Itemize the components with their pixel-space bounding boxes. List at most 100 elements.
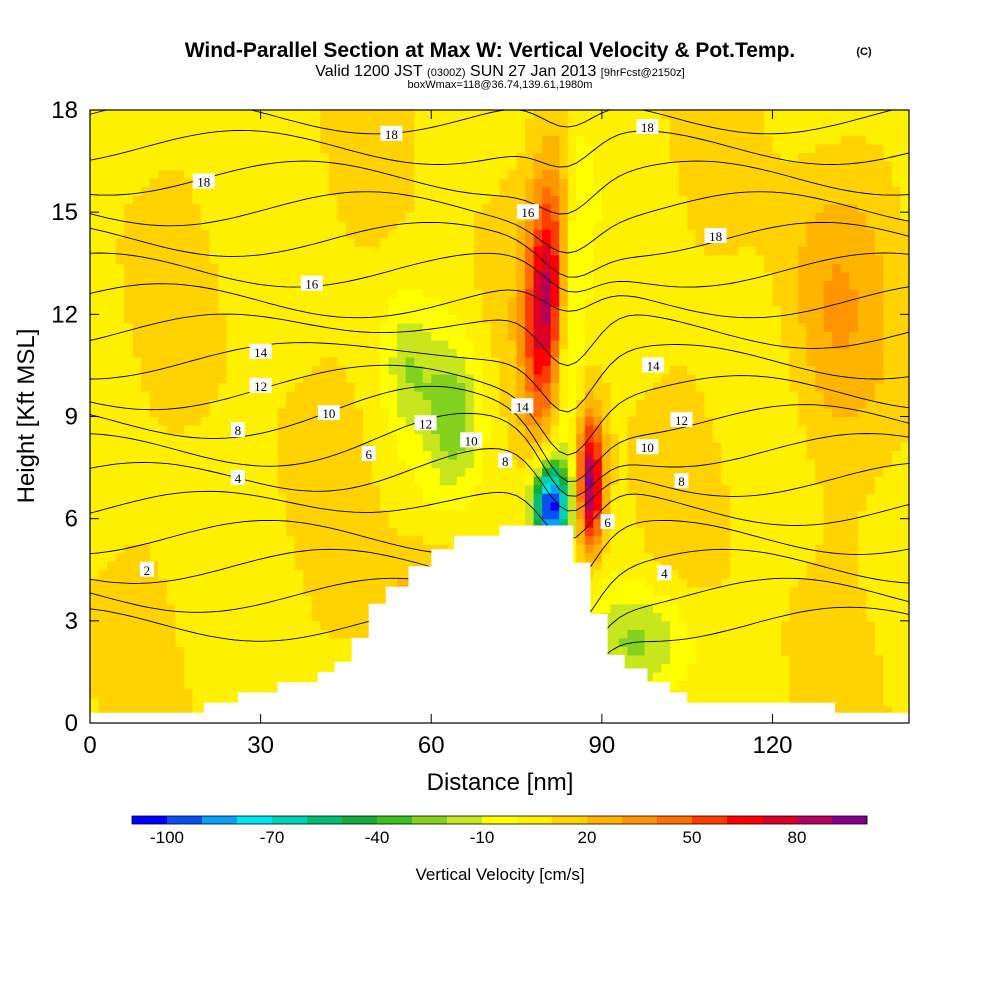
velocity-cell: [107, 569, 117, 579]
velocity-cell: [499, 280, 509, 290]
velocity-cell: [363, 237, 373, 247]
velocity-cell: [653, 110, 663, 120]
velocity-cell: [371, 297, 381, 307]
velocity-cell: [627, 510, 637, 520]
velocity-cell: [567, 144, 577, 154]
velocity-cell: [397, 527, 407, 537]
velocity-cell: [525, 144, 535, 154]
velocity-cell: [678, 569, 688, 579]
velocity-cell: [141, 697, 151, 707]
velocity-cell: [90, 501, 100, 511]
velocity-cell: [516, 280, 526, 290]
velocity-cell: [337, 535, 347, 545]
velocity-cell: [525, 416, 535, 426]
velocity-cell: [465, 322, 475, 332]
velocity-cell: [132, 527, 142, 537]
velocity-cell: [354, 527, 364, 537]
velocity-cell: [141, 305, 151, 315]
velocity-cell: [499, 476, 509, 486]
velocity-cell: [166, 110, 176, 120]
velocity-cell: [286, 646, 296, 656]
velocity-cell: [217, 118, 228, 128]
velocity-cell: [465, 186, 475, 196]
velocity-cell: [490, 331, 501, 341]
velocity-cell: [328, 629, 339, 639]
velocity-cell: [670, 603, 680, 613]
velocity-cell: [550, 212, 560, 222]
velocity-cell: [303, 169, 313, 179]
velocity-cell: [601, 178, 612, 188]
velocity-cell: [636, 356, 646, 367]
velocity-cell: [559, 254, 569, 264]
velocity-cell: [320, 365, 330, 375]
velocity-cell: [567, 365, 577, 375]
velocity-cell: [559, 484, 569, 494]
velocity-cell: [235, 450, 245, 460]
velocity-cell: [448, 322, 458, 332]
velocity-cell: [345, 237, 356, 247]
velocity-cell: [627, 620, 637, 630]
velocity-cell: [260, 535, 270, 545]
velocity-cell: [601, 433, 612, 443]
velocity-cell: [175, 203, 185, 213]
valid-date-label: SUN 27 Jan 2013: [470, 63, 596, 80]
velocity-cell: [209, 152, 219, 162]
velocity-cell: [183, 212, 193, 222]
velocity-cell: [644, 646, 654, 656]
velocity-cell: [618, 620, 629, 630]
velocity-cell: [252, 237, 262, 247]
velocity-cell: [388, 476, 398, 486]
velocity-cell: [636, 220, 646, 230]
velocity-cell: [593, 382, 603, 392]
velocity-cell: [277, 365, 287, 375]
velocity-cell: [217, 450, 228, 460]
velocity-cell: [141, 552, 151, 562]
velocity-cell: [354, 322, 364, 332]
velocity-cell: [388, 390, 398, 401]
velocity-cell: [610, 356, 620, 367]
velocity-cell: [636, 561, 646, 571]
velocity-cell: [516, 467, 526, 477]
velocity-cell: [115, 348, 125, 358]
velocity-cell: [311, 586, 321, 596]
velocity-cell: [158, 365, 168, 375]
velocity-cell: [644, 263, 654, 273]
velocity-cell: [610, 110, 620, 120]
velocity-cell: [465, 195, 475, 205]
velocity-cell: [465, 135, 475, 145]
velocity-cell: [200, 348, 211, 358]
velocity-cell: [618, 637, 629, 647]
velocity-cell: [226, 365, 236, 375]
velocity-cell: [345, 382, 356, 392]
velocity-cell: [405, 152, 415, 162]
velocity-cell: [158, 169, 168, 179]
velocity-cell: [567, 297, 577, 307]
velocity-cell: [533, 339, 543, 349]
velocity-cell: [124, 195, 134, 205]
velocity-cell: [371, 322, 381, 332]
velocity-cell: [490, 280, 501, 290]
velocity-cell: [124, 263, 134, 273]
velocity-cell: [576, 348, 586, 358]
velocity-cell: [601, 459, 612, 469]
velocity-cell: [593, 144, 603, 154]
velocity-cell: [303, 212, 313, 222]
velocity-cell: [448, 348, 458, 358]
velocity-cell: [354, 144, 364, 154]
velocity-cell: [166, 535, 176, 545]
velocity-cell: [465, 212, 475, 222]
velocity-cell: [473, 467, 484, 477]
velocity-cell: [115, 535, 125, 545]
velocity-cell: [183, 407, 193, 418]
velocity-cell: [243, 195, 253, 205]
velocity-cell: [209, 314, 219, 324]
velocity-cell: [490, 390, 501, 401]
velocity-cell: [98, 561, 108, 571]
velocity-cell: [132, 382, 142, 392]
velocity-cell: [345, 569, 356, 579]
velocity-cell: [345, 339, 356, 349]
velocity-cell: [550, 467, 560, 477]
velocity-cell: [584, 161, 594, 171]
velocity-cell: [243, 399, 253, 409]
velocity-cell: [439, 178, 449, 188]
